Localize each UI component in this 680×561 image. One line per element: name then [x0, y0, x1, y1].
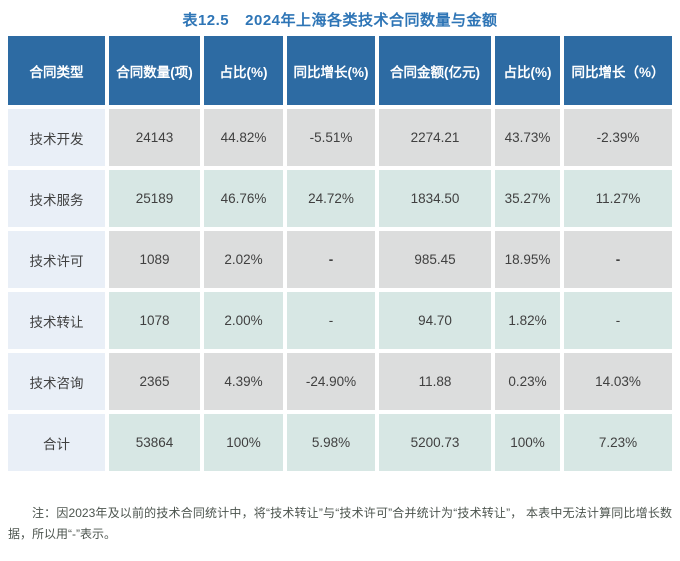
table-cell: 53864 [109, 414, 200, 471]
contracts-table: 合同类型 合同数量(项) 占比(%) 同比增长(%) 合同金额(亿元) 占比(%… [4, 32, 676, 475]
table-cell: 5.98% [287, 414, 375, 471]
row-category: 技术转让 [8, 292, 105, 349]
table-cell: 2365 [109, 353, 200, 410]
table-cell: 100% [495, 414, 560, 471]
table-row: 技术服务 25189 46.76% 24.72% 1834.50 35.27% … [8, 170, 672, 227]
table-cell: - [564, 231, 672, 288]
table-cell: 1834.50 [379, 170, 491, 227]
table-cell: 100% [204, 414, 283, 471]
header-contract-count: 合同数量(项) [109, 36, 200, 105]
table-caption: 2024年上海各类技术合同数量与金额 [245, 12, 498, 29]
table-cell: 44.82% [204, 109, 283, 166]
header-count-share: 占比(%) [204, 36, 283, 105]
table-cell: 0.23% [495, 353, 560, 410]
table-cell: 2.02% [204, 231, 283, 288]
header-contract-amount: 合同金额(亿元) [379, 36, 491, 105]
table-cell: - [564, 292, 672, 349]
page: 表12.5 2024年上海各类技术合同数量与金额 合同类型 合同数量(项) 占比(… [0, 0, 680, 541]
table-cell: 11.27% [564, 170, 672, 227]
row-category: 技术咨询 [8, 353, 105, 410]
table-cell: -24.90% [287, 353, 375, 410]
table-cell: -5.51% [287, 109, 375, 166]
table-row-total: 合计 53864 100% 5.98% 5200.73 100% 7.23% [8, 414, 672, 471]
table-cell: 2274.21 [379, 109, 491, 166]
table-row: 技术开发 24143 44.82% -5.51% 2274.21 43.73% … [8, 109, 672, 166]
table-cell: 7.23% [564, 414, 672, 471]
table-cell: 4.39% [204, 353, 283, 410]
row-category: 技术开发 [8, 109, 105, 166]
table-row: 技术转让 1078 2.00% - 94.70 1.82% - [8, 292, 672, 349]
header-row: 合同类型 合同数量(项) 占比(%) 同比增长(%) 合同金额(亿元) 占比(%… [8, 36, 672, 105]
table-cell: - [287, 231, 375, 288]
table-cell: - [287, 292, 375, 349]
page-title: 表12.5 2024年上海各类技术合同数量与金额 [0, 0, 680, 30]
footnote: 注：因2023年及以前的技术合同统计中，将“技术转让”与“技术许可”合并统计为“… [8, 506, 672, 541]
table-cell: 11.88 [379, 353, 491, 410]
header-amount-share: 占比(%) [495, 36, 560, 105]
table-cell: 24.72% [287, 170, 375, 227]
table-cell: 43.73% [495, 109, 560, 166]
table-number: 表12.5 [182, 12, 230, 29]
table-cell: -2.39% [564, 109, 672, 166]
table-row: 技术咨询 2365 4.39% -24.90% 11.88 0.23% 14.0… [8, 353, 672, 410]
table-row: 技术许可 1089 2.02% - 985.45 18.95% - [8, 231, 672, 288]
row-category: 合计 [8, 414, 105, 471]
table-cell: 25189 [109, 170, 200, 227]
table-cell: 46.76% [204, 170, 283, 227]
header-count-yoy: 同比增长(%) [287, 36, 375, 105]
table-cell: 2.00% [204, 292, 283, 349]
header-amount-yoy: 同比增长（%） [564, 36, 672, 105]
table-cell: 1089 [109, 231, 200, 288]
table-cell: 94.70 [379, 292, 491, 349]
header-contract-type: 合同类型 [8, 36, 105, 105]
table-cell: 1078 [109, 292, 200, 349]
row-category: 技术许可 [8, 231, 105, 288]
table-cell: 14.03% [564, 353, 672, 410]
table-cell: 24143 [109, 109, 200, 166]
table-cell: 985.45 [379, 231, 491, 288]
table-cell: 1.82% [495, 292, 560, 349]
row-category: 技术服务 [8, 170, 105, 227]
table-cell: 5200.73 [379, 414, 491, 471]
table-cell: 18.95% [495, 231, 560, 288]
table-cell: 35.27% [495, 170, 560, 227]
